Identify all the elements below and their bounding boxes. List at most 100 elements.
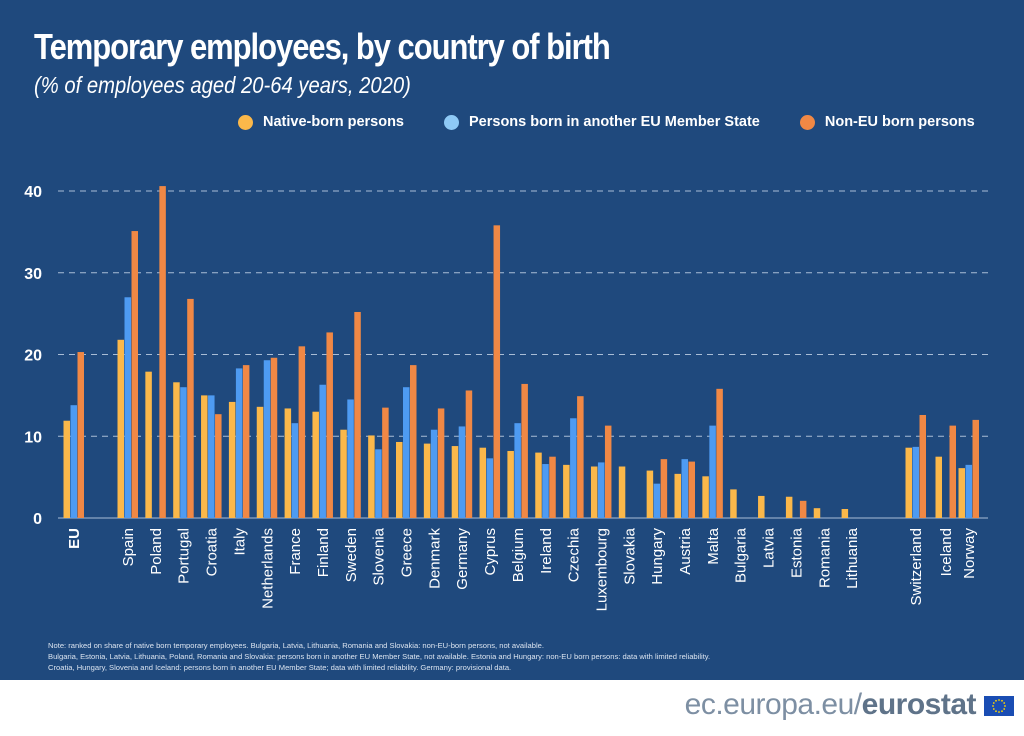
bar-native [396,441,403,518]
bar-native [702,476,709,518]
x-tick-label: EU [66,528,83,549]
bar-native [145,371,152,518]
y-tick-label: 40 [24,184,42,201]
bar-other-eu [319,384,326,518]
x-tick-label: Cyprus [482,528,499,576]
legend-swatch-non-eu [799,114,815,130]
x-tick-label: Ireland [538,528,555,574]
legend-label: Native-born persons [263,114,404,130]
bar-non-eu [577,396,584,518]
chart-subtitle: (% of employees aged 20-64 years, 2020) [34,72,411,98]
bar-other-eu [486,458,494,518]
bar-other-eu [375,449,382,518]
bar-native [312,411,319,518]
bar-non-eu [382,407,389,518]
bar-native [958,468,965,518]
bar-native [256,406,264,518]
footnote-line: Bulgaria, Estonia, Latvia, Lithuania, Po… [48,652,711,661]
x-tick-label: Latvia [761,527,778,568]
x-tick-label: Switzerland [908,528,925,606]
x-tick-label: Austria [677,527,694,574]
legend-swatch-other-eu [444,114,459,130]
x-tick-label: Lithuania [844,527,861,589]
x-tick-label: Spain [120,528,137,566]
bar-native [590,466,598,518]
bar-native [451,446,459,518]
bar-non-eu [660,459,668,518]
bar-non-eu [437,408,445,518]
bar-non-eu [326,332,333,518]
bar-other-eu [347,399,354,518]
bar-native [228,401,236,518]
bar-other-eu [597,462,605,518]
bar-non-eu [972,419,979,518]
bar-native [535,452,542,518]
bar-other-eu [681,459,688,518]
bar-non-eu [949,425,956,518]
x-tick-label: Luxembourg [593,528,610,611]
x-tick-label: Germany [454,528,471,590]
x-tick-label: Denmark [426,528,443,589]
bar-non-eu [159,186,166,518]
bar-other-eu [124,297,131,518]
legend: Native-born persons Persons born in anot… [238,114,1015,130]
x-tick-label: Belgium [510,528,527,582]
x-tick-label: Bulgaria [733,527,750,583]
bar-native [507,450,514,518]
x-tick-label: Hungary [649,528,666,585]
x-tick-label: France [287,528,304,575]
legend-label: Persons born in another EU Member State [469,114,760,130]
x-tick-label: Romania [816,527,833,588]
y-tick-label: 20 [24,348,42,365]
legend-label: Non-EU born persons [824,114,975,130]
y-tick-label: 30 [24,266,42,283]
bar-other-eu [235,368,243,518]
bar-native [730,489,737,518]
eurostat-link[interactable]: ec.europa.eu/eurostat [684,688,977,722]
footnotes: Note: ranked on share of native born tem… [48,640,710,673]
x-tick-label: Sweden [343,528,360,582]
bar-non-eu [410,365,417,518]
legend-item-native: Native-born persons [238,114,404,130]
bar-other-eu [430,429,438,518]
x-tick-label: Greece [399,528,416,577]
bar-other-eu [965,464,972,518]
x-tick-label: Finland [315,528,332,577]
bar-native [758,495,765,518]
bar-other-eu [912,446,919,518]
x-tick-label: Czechia [566,527,583,582]
bar-other-eu [263,360,271,518]
legend-item-non-eu: Non-EU born persons [799,114,975,130]
bar-non-eu [354,311,361,518]
legend-swatch-native [238,114,253,130]
bar-non-eu [716,388,723,518]
bar-native [284,408,292,518]
x-tick-label: Netherlands [259,528,276,609]
x-tick-label: Portugal [176,528,193,584]
bar-native [340,429,347,518]
bar-native [646,470,654,518]
bar-non-eu [549,456,556,518]
x-tick-label: Iceland [938,528,955,576]
bar-other-eu [653,483,661,518]
bar-other-eu [403,387,410,518]
eu-flag-icon [984,696,1014,716]
bar-other-eu [208,395,215,518]
footer-url-prefix: ec.europa.eu/ [684,688,862,721]
chart-panel: Temporary employees, by country of birth… [0,0,1024,680]
bar-non-eu [521,383,528,518]
y-tick-label: 0 [33,511,42,528]
bar-other-eu [570,418,577,518]
x-tick-label: Croatia [204,527,221,576]
bar-native [63,420,70,518]
bar-other-eu [180,387,187,518]
bar-chart: 0 10 20 30 40 EU Spain Poland Portugal Croatia Ita… [24,184,988,611]
bar-non-eu [465,390,473,518]
bar-native [905,447,912,518]
bar-native [618,466,626,518]
bar-native [785,496,793,518]
bar-native [674,473,681,518]
bar-native [117,339,124,518]
bar-non-eu [215,414,222,518]
x-tick-label: Malta [705,527,722,564]
